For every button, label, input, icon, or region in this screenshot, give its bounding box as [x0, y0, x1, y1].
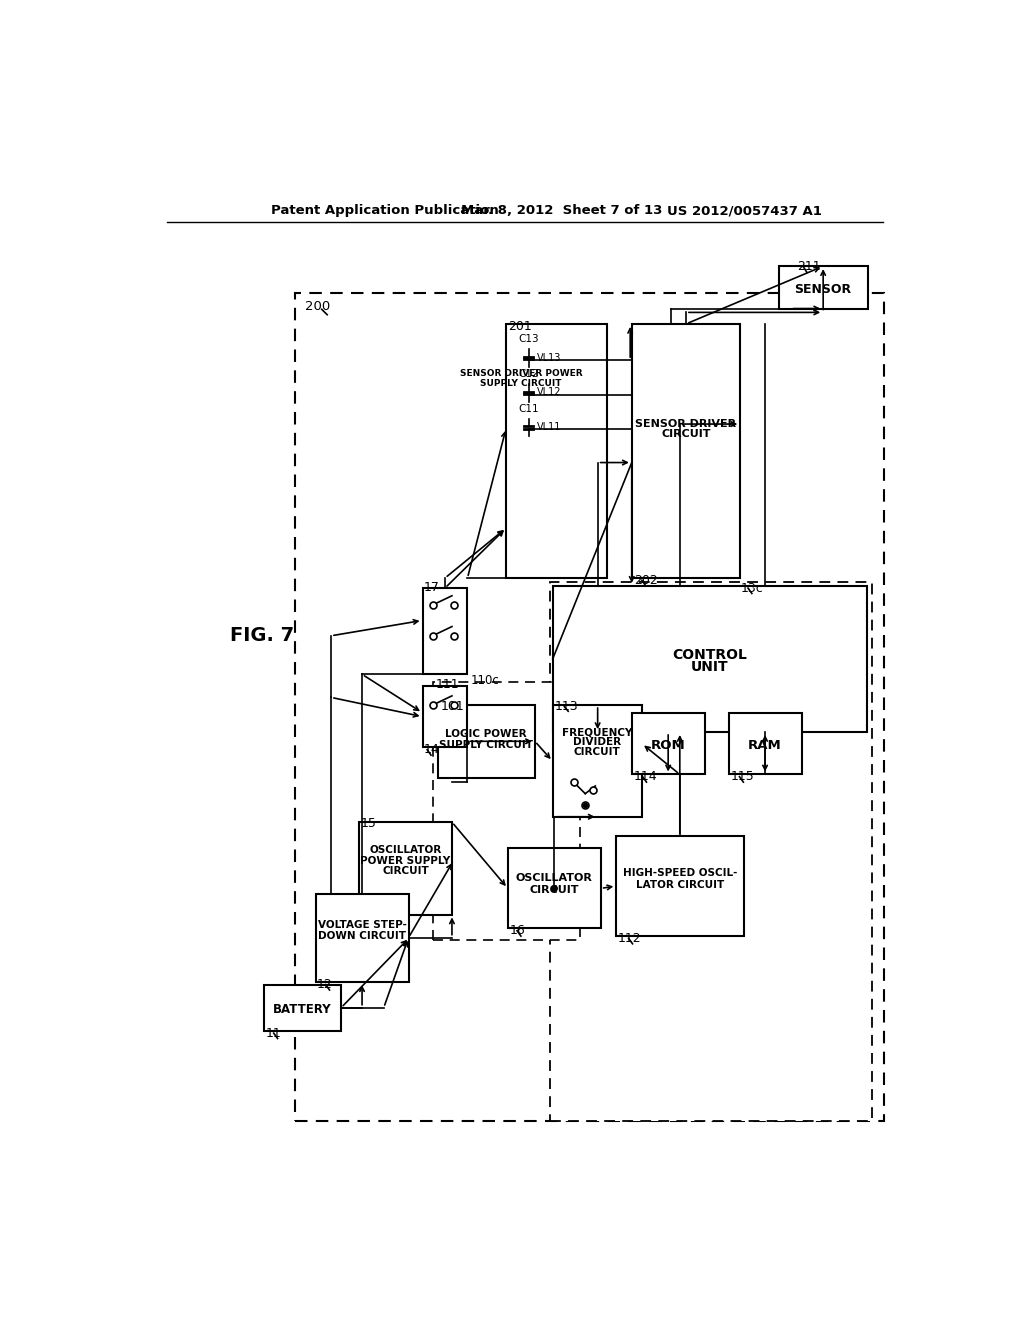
- Text: CIRCUIT: CIRCUIT: [662, 429, 711, 440]
- Text: 16: 16: [509, 924, 525, 937]
- Text: 114: 114: [633, 770, 657, 783]
- Text: CIRCUIT: CIRCUIT: [529, 884, 579, 895]
- Bar: [779, 267, 868, 309]
- Bar: [508, 847, 601, 928]
- Text: Mar. 8, 2012  Sheet 7 of 13: Mar. 8, 2012 Sheet 7 of 13: [461, 205, 663, 218]
- Text: 11: 11: [265, 1027, 281, 1040]
- Text: FIG. 7: FIG. 7: [230, 626, 295, 645]
- Text: C11: C11: [518, 404, 540, 413]
- Text: SENSOR: SENSOR: [795, 282, 852, 296]
- Text: 101: 101: [440, 700, 464, 713]
- Text: SUPPLY CIRCUIT: SUPPLY CIRCUIT: [480, 379, 562, 388]
- Text: VL12: VL12: [537, 388, 561, 397]
- Text: VL13: VL13: [537, 352, 561, 363]
- Text: CIRCUIT: CIRCUIT: [382, 866, 429, 876]
- Text: 15: 15: [360, 817, 377, 830]
- Text: SUPPLY CIRCUIT: SUPPLY CIRCUIT: [439, 741, 534, 750]
- Text: 14: 14: [424, 743, 439, 756]
- Text: SENSOR DRIVER: SENSOR DRIVER: [636, 418, 736, 429]
- Bar: [432, 682, 580, 940]
- Text: DOWN CIRCUIT: DOWN CIRCUIT: [318, 931, 407, 941]
- Text: Patent Application Publication: Patent Application Publication: [271, 205, 499, 218]
- Text: UNIT: UNIT: [690, 660, 728, 673]
- Text: 115: 115: [730, 770, 754, 783]
- Text: DIVIDER: DIVIDER: [572, 737, 621, 747]
- Bar: [616, 836, 744, 936]
- Text: C12: C12: [518, 370, 540, 379]
- Bar: [423, 686, 467, 747]
- Text: POWER SUPPLY: POWER SUPPLY: [360, 855, 451, 866]
- Text: SENSOR DRIVER POWER: SENSOR DRIVER POWER: [460, 370, 583, 379]
- Bar: [729, 713, 802, 775]
- Text: CONTROL: CONTROL: [672, 648, 746, 663]
- Text: 113: 113: [554, 700, 578, 713]
- Text: RAM: RAM: [749, 739, 782, 751]
- Text: 13c: 13c: [740, 582, 763, 594]
- Text: 17: 17: [424, 581, 440, 594]
- Text: 200: 200: [305, 300, 330, 313]
- Bar: [632, 323, 740, 578]
- Text: BATTERY: BATTERY: [273, 1003, 332, 1016]
- Text: OSCILLATOR: OSCILLATOR: [370, 845, 441, 855]
- Text: 202: 202: [634, 574, 657, 587]
- Text: HIGH-SPEED OSCIL-: HIGH-SPEED OSCIL-: [623, 869, 737, 878]
- Text: US 2012/0057437 A1: US 2012/0057437 A1: [667, 205, 821, 218]
- Text: FREQUENCY: FREQUENCY: [562, 727, 632, 737]
- Text: 211: 211: [797, 260, 820, 273]
- Text: LOGIC POWER: LOGIC POWER: [445, 730, 527, 739]
- Text: 110c: 110c: [471, 675, 500, 686]
- Text: OSCILLATOR: OSCILLATOR: [516, 874, 593, 883]
- Bar: [506, 323, 607, 578]
- Bar: [295, 293, 884, 1121]
- Text: CIRCUIT: CIRCUIT: [573, 747, 621, 758]
- Text: 12: 12: [317, 978, 333, 991]
- Text: VL11: VL11: [537, 422, 561, 432]
- Bar: [632, 713, 706, 775]
- Text: LATOR CIRCUIT: LATOR CIRCUIT: [636, 879, 724, 890]
- Text: 201: 201: [508, 319, 531, 333]
- Bar: [553, 705, 642, 817]
- Text: C13: C13: [518, 334, 540, 345]
- Text: VOLTAGE STEP-: VOLTAGE STEP-: [317, 920, 407, 931]
- Text: ROM: ROM: [651, 739, 685, 751]
- Bar: [553, 586, 866, 733]
- Bar: [315, 894, 409, 982]
- Bar: [263, 985, 341, 1031]
- Bar: [423, 589, 467, 675]
- Bar: [550, 582, 872, 1121]
- Text: 112: 112: [617, 932, 641, 945]
- Bar: [438, 705, 535, 779]
- Bar: [359, 822, 452, 915]
- Text: 111: 111: [435, 677, 460, 690]
